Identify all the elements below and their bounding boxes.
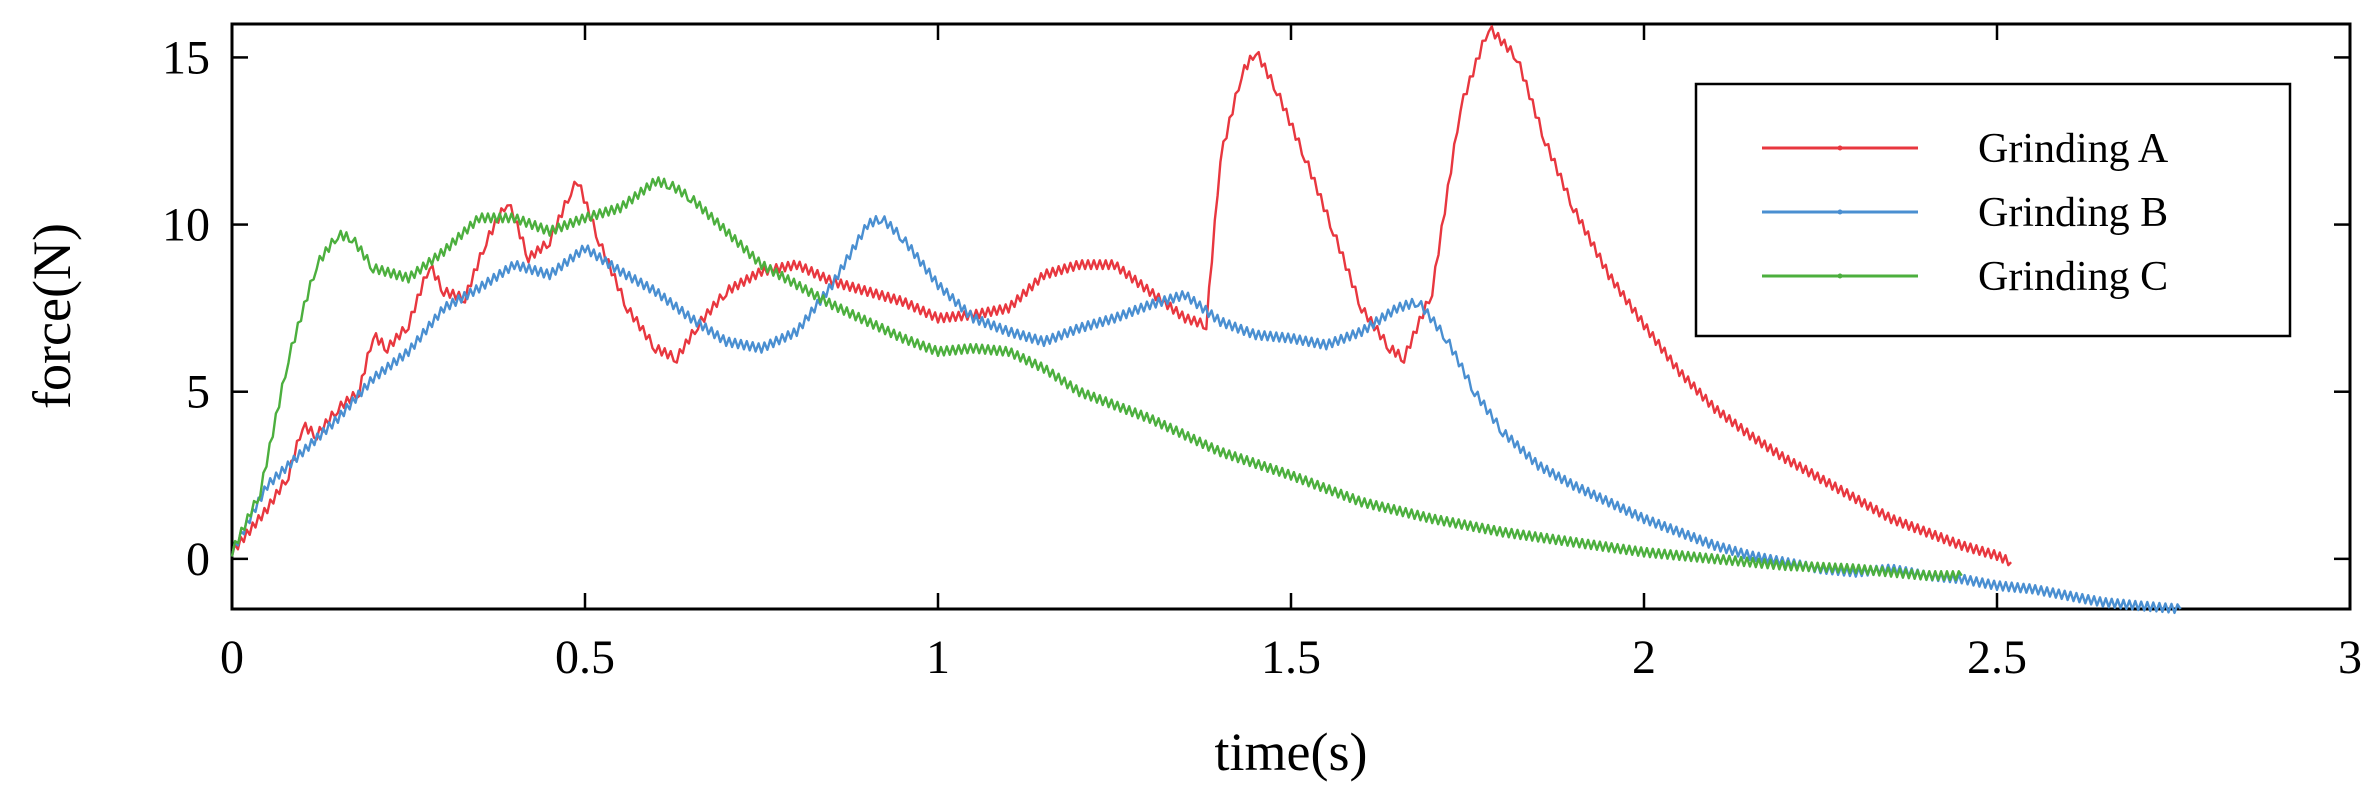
x-tick-label: 0.5	[555, 631, 615, 684]
legend-marker-1	[1837, 145, 1843, 151]
y-tick-label: 10	[162, 199, 210, 252]
x-axis-label: time(s)	[1215, 722, 1368, 782]
series-line-2	[230, 214, 2182, 615]
series-line-1	[230, 25, 2012, 567]
legend-entries: Grinding A Grinding B Grinding C	[1762, 126, 2169, 300]
axis-ticks: 0 0.5 1 1.5 2 2.5 3 0 5 10 15	[162, 24, 2362, 684]
x-tick-label: 1.5	[1261, 631, 1321, 684]
x-tick-label: 1	[926, 631, 950, 684]
y-tick-label: 15	[162, 31, 210, 84]
legend: Grinding A Grinding B Grinding C	[1694, 82, 2292, 338]
series-line-3	[230, 176, 1963, 582]
x-tick-label: 2	[1632, 631, 1656, 684]
series-layer	[230, 25, 2182, 615]
y-tick-label: 0	[186, 533, 210, 586]
legend-label-2: Grinding B	[1978, 190, 2168, 236]
legend-marker-2	[1837, 209, 1843, 215]
y-axis-label: force(N)	[22, 223, 82, 409]
legend-label-3: Grinding C	[1978, 254, 2168, 300]
legend-box	[1694, 82, 2292, 338]
y-tick-label: 5	[186, 366, 210, 419]
x-tick-label: 2.5	[1967, 631, 2027, 684]
x-tick-label: 3	[2338, 631, 2362, 684]
x-tick-label: 0	[220, 631, 244, 684]
legend-label-1: Grinding A	[1978, 126, 2169, 172]
legend-marker-3	[1837, 273, 1843, 279]
